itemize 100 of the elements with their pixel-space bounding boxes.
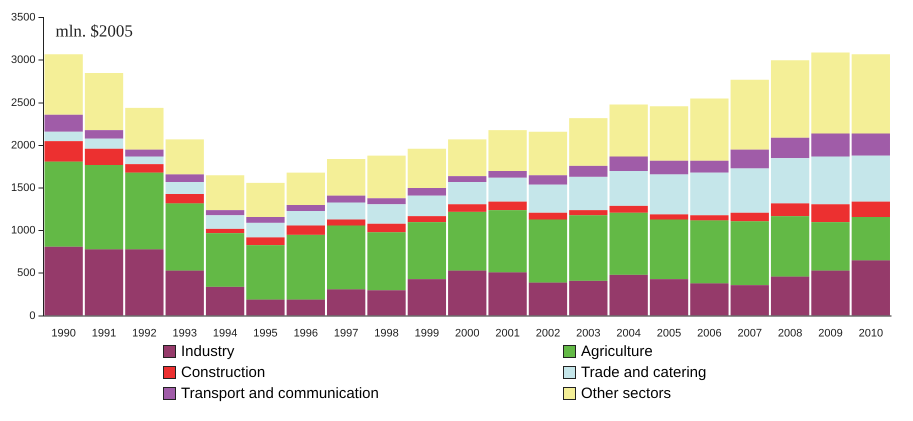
bar [488, 272, 527, 316]
bar [730, 212, 769, 222]
bar [730, 221, 769, 286]
x-tick-label: 2001 [495, 327, 520, 340]
y-tick-label: 500 [17, 267, 36, 280]
bar [246, 300, 285, 316]
bar [610, 170, 648, 206]
bar [326, 202, 366, 220]
x-tick-label: 2004 [616, 327, 641, 340]
bar [852, 216, 890, 260]
bar [246, 216, 285, 223]
bar [852, 202, 890, 217]
bar [326, 159, 366, 196]
bar [528, 220, 568, 283]
bar [650, 279, 688, 316]
bar [367, 198, 406, 204]
y-tick-label: 3500 [10, 12, 36, 24]
bar [852, 133, 890, 156]
bar [84, 138, 124, 149]
bar [246, 182, 285, 217]
x-tick-label: 2009 [818, 327, 843, 340]
bar [770, 138, 810, 158]
bar [770, 216, 810, 277]
bar [206, 228, 244, 234]
bar [125, 164, 164, 173]
bar [528, 282, 568, 316]
bar [650, 160, 688, 174]
bar [326, 289, 366, 316]
bar [408, 148, 446, 188]
bar [408, 222, 446, 280]
bar [125, 249, 164, 316]
bar [166, 270, 204, 316]
bar [125, 156, 164, 164]
bar [44, 246, 83, 316]
bar [166, 203, 204, 271]
bar [84, 130, 124, 139]
bar [811, 133, 850, 156]
legend-label: Construction [181, 364, 266, 381]
bar [730, 150, 769, 168]
bar [610, 274, 648, 316]
x-tick-label: 1993 [172, 327, 197, 340]
bar [367, 204, 406, 224]
bar [811, 204, 850, 222]
bar [770, 158, 810, 204]
x-tick-label: 2008 [778, 327, 802, 340]
bar [528, 184, 568, 213]
bar [610, 156, 648, 171]
bar [650, 106, 688, 161]
bar [286, 211, 325, 226]
bar [690, 98, 729, 161]
bar [326, 225, 366, 290]
bar [44, 162, 83, 247]
bar [206, 210, 244, 216]
x-tick-label: 1997 [334, 327, 358, 340]
bar [125, 172, 164, 250]
y-tick-label: 2500 [10, 96, 36, 109]
x-tick-label: 1995 [253, 327, 278, 340]
bar [84, 72, 124, 130]
bar [367, 156, 406, 198]
bar [448, 182, 486, 204]
y-tick-label: 1000 [10, 224, 36, 237]
bar [811, 270, 850, 316]
bar [690, 160, 729, 173]
bar [852, 54, 890, 134]
bar [610, 104, 648, 156]
bar [84, 148, 124, 165]
annotation: mln. $2005 [55, 22, 133, 41]
y-tick-label: 1500 [10, 182, 36, 194]
bar [852, 156, 890, 202]
bar [326, 220, 366, 226]
bar [448, 139, 486, 176]
bar [84, 249, 124, 316]
bar [206, 215, 244, 229]
bar [448, 204, 486, 212]
legend-label: Industry [181, 343, 234, 360]
bar [488, 202, 527, 210]
bar [528, 212, 568, 220]
bar [811, 222, 850, 271]
bar [367, 224, 406, 232]
bar [44, 141, 83, 162]
bar [811, 156, 850, 204]
bar [770, 276, 810, 316]
bar [44, 54, 83, 115]
bar [811, 52, 850, 134]
bar [569, 215, 608, 281]
bar [650, 220, 688, 280]
y-tick-label: 2000 [10, 139, 36, 152]
x-tick-label: 1998 [374, 327, 399, 340]
bar [730, 80, 769, 150]
bar [408, 279, 446, 316]
bar [770, 60, 810, 138]
bar [488, 178, 527, 202]
legend-label: Transport and communication [181, 385, 379, 402]
bar [246, 245, 285, 300]
bar [286, 172, 325, 206]
bar [367, 232, 406, 290]
x-tick-label: 1992 [132, 327, 157, 340]
bar [206, 286, 244, 316]
bar [488, 130, 527, 171]
bar [125, 150, 164, 156]
